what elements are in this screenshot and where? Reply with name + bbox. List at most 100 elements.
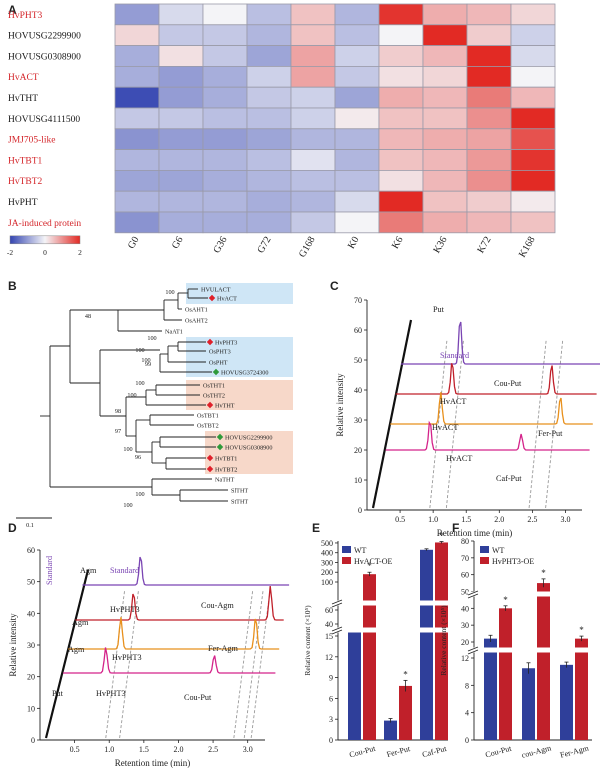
heatmap-row-label: HvTBT1 [8,156,43,166]
legend-swatch-wt [480,546,489,553]
heatmap-cell [246,24,292,46]
heatmap-cell [114,45,160,67]
heatmap-column-label: G168 [297,235,318,260]
heatmap-cell [334,149,380,171]
y-tick-label: 40 [27,609,35,618]
heatmap-column-label: G36 [211,235,229,255]
tree-leaf-label: OsTBT1 [197,412,219,419]
heatmap-cell [290,211,336,234]
axis-break-band [332,600,448,606]
bootstrap-value: 96 [135,454,141,461]
tree-leaf-label: HvTHT [215,402,235,409]
trace-label: HvACT [432,423,458,432]
bootstrap-value: 98 [115,408,121,415]
heatmap-cell [378,128,424,151]
axis-break-slash [331,599,343,605]
heatmap-legend-tick: 0 [43,248,47,257]
y-tick-label: 50 [354,356,362,365]
y-tick-label: 10 [354,476,362,485]
heatmap-cell [290,169,336,192]
guide-dashed-line [545,339,564,509]
bootstrap-value: 99 [145,361,151,368]
heatmap-panel-a: HvPHT3 HOVUSG2299900 HOVUSG0308900 HvACT HvT… [7,3,556,260]
heatmap-cell [334,169,380,192]
y-tick-label: 20 [461,638,469,647]
bootstrap-value: 48 [85,313,91,320]
heatmap-cell [158,45,204,67]
x-tick-label: 1.0 [104,745,114,754]
chromatogram-trace [82,556,290,586]
marker-red-diamond-icon [206,454,214,462]
trace-label: HvPHT3 [112,653,142,662]
marker-red-diamond-icon [208,294,216,302]
heatmap-cell [114,107,160,130]
significance-star: * [439,530,444,540]
panel-letter-b: B [8,279,17,293]
heatmap-column-label: K168 [517,235,538,260]
heatmap-column-label: G0 [126,235,142,251]
legend-label: WT [354,546,367,555]
x-tick-label: 2.0 [494,515,504,524]
heatmap-cell [466,211,512,234]
heatmap-cell [466,3,512,26]
heatmap-cell [158,149,204,171]
peak-label: Cou-Put [184,693,212,702]
heatmap-cell [422,45,468,67]
marker-red-diamond-icon [206,338,214,346]
heatmap-column-label: K6 [390,235,406,251]
y-axis-title: Relative content (×10⁵) [303,605,312,676]
heatmap-cell [158,107,204,130]
y-tick-label: 30 [461,621,469,630]
bar-chart-panel-f: 0 4 8 12 20 30 40 50 60 70 80 Relative content (×10… [439,537,592,760]
tree-leaf-label: OsTBT2 [197,422,219,429]
bootstrap-value: 97 [115,428,121,435]
chromatogram-trace [390,392,593,425]
heatmap-cell [422,149,468,171]
heatmap-cell [378,45,424,67]
panel-letter-f: F [452,521,459,535]
y-tick-label: 6 [329,694,333,703]
legend-label: WT [492,546,505,555]
bootstrap-value: 100 [135,491,144,498]
guide-dashed-line [528,339,547,509]
bar-hvpht3-oe [575,638,588,740]
y-tick-label: 500 [321,539,333,548]
y-tick-label: 100 [321,578,333,587]
guide-dashed-line [429,339,448,509]
heatmap-cell [246,45,292,67]
axis-break-band [468,647,592,653]
axis-break-band [332,627,448,633]
trace-label: Standard [45,556,54,585]
heatmap-cell [510,66,556,88]
heatmap-legend-tick: -2 [7,248,13,257]
heatmap-cell [246,86,292,109]
tree-leaf-label: HvPHT3 [215,339,237,346]
heatmap-cell [246,190,292,213]
heatmap-row-label: HvPHT3 [8,11,43,21]
y-tick-label: 12 [325,653,333,662]
y-tick-label: 15 [325,632,333,641]
x-tick-label: 3.0 [560,515,570,524]
chromatogram-trace [395,363,597,395]
heatmap-row-label: HvTHT [8,94,38,104]
heatmap-cell [202,169,248,192]
marker-red-diamond-icon [206,465,214,473]
bootstrap-value: 100 [135,380,144,387]
bar-hvact-oe [399,685,412,740]
axis-break-band [468,591,592,597]
heatmap-cell [158,3,204,26]
tree-leaf-label: HvTBT2 [215,466,237,473]
y-tick-label: 80 [461,537,469,546]
heatmap-cell [202,128,248,151]
x-tick-label: 1.5 [461,515,471,524]
heatmap-cell [114,24,160,46]
peak-label: Cou-Put [494,379,522,388]
y-tick-label: 50 [461,588,469,597]
heatmap-cell [334,66,380,88]
heatmap-cell [290,86,336,109]
axis-break-slash [331,629,343,635]
heatmap-column-label: G6 [170,235,186,251]
tree-leaf-label: HOVUSG3724300 [221,369,268,376]
significance-star: * [579,625,584,635]
